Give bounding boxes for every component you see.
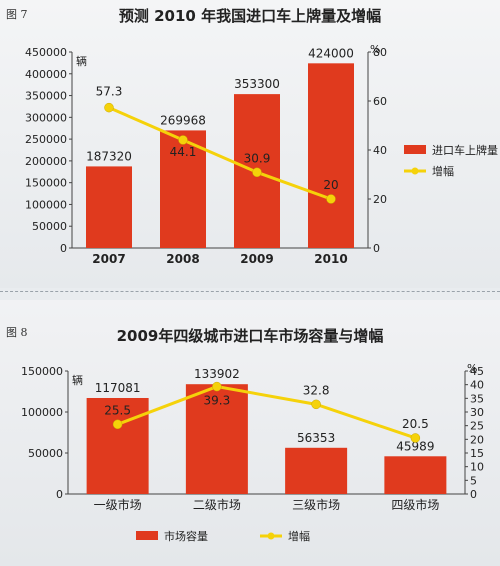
y-tick-label: 100000 [21, 406, 63, 419]
chart-panel-1: 图 7 预测 2010 年我国进口车上牌量及增幅 0 50000 100000 150… [0, 0, 500, 288]
y2-tick-label: 5 [470, 474, 477, 487]
growth-value-label: 20 [323, 178, 338, 192]
y2-tick-label: 40 [470, 379, 484, 392]
x-tick-label: 一级市场 [94, 497, 142, 512]
x-tick-label: 2009 [240, 252, 273, 266]
y2-tick-label: 80 [373, 46, 387, 59]
growth-point [311, 399, 321, 410]
x-tick-label: 2010 [314, 252, 347, 266]
x-tick-label: 二级市场 [193, 497, 241, 512]
y-tick-label: 200000 [25, 155, 67, 168]
bar-value-label: 133902 [194, 367, 240, 381]
y-tick-label: 0 [56, 488, 63, 501]
y2-tick-label: 40 [373, 144, 387, 157]
y2-tick-label: 0 [470, 488, 477, 501]
y-tick-label: 400000 [25, 68, 67, 81]
growth-point [326, 194, 336, 204]
growth-value-label: 32.8 [303, 383, 330, 397]
y-tick-label: 150000 [21, 365, 63, 378]
y2-tick-label: 15 [470, 447, 484, 460]
legend-label: 增幅 [432, 164, 454, 178]
chart-title: 2009年四级城市进口车市场容量与增幅 [116, 327, 384, 345]
growth-value-label: 44.1 [170, 145, 197, 159]
chart-2-plot: 050000100000150000051015202530354045辆%11… [21, 362, 484, 543]
growth-value-label: 39.3 [204, 394, 231, 408]
growth-point [212, 381, 222, 392]
y-tick-label: 50000 [32, 220, 67, 233]
y-tick-label: 50000 [28, 447, 63, 460]
growth-point [410, 433, 421, 443]
bar-value-label: 353300 [234, 77, 280, 91]
y2-tick-label: 45 [470, 365, 484, 378]
bar [285, 447, 348, 494]
growth-point [178, 135, 188, 145]
bar [160, 130, 206, 248]
growth-point [104, 102, 114, 113]
legend-swatch-point [411, 167, 419, 175]
y-tick-label: 300000 [25, 111, 67, 124]
y-tick-label: 450000 [25, 46, 67, 59]
bar [185, 384, 248, 494]
y2-tick-label: 0 [373, 242, 380, 255]
bar-value-label: 45989 [396, 439, 434, 453]
bar-value-label: 269968 [160, 113, 206, 127]
x-tick-label: 2007 [92, 252, 125, 266]
y2-unit-label: % [467, 362, 477, 375]
x-tick-label: 2008 [166, 252, 199, 266]
y-unit-label: 辆 [76, 54, 87, 68]
bar [308, 63, 354, 248]
y2-tick-label: 20 [470, 433, 484, 446]
x-tick-label: 四级市场 [391, 497, 439, 512]
growth-line [117, 385, 416, 440]
growth-point [112, 419, 123, 430]
growth-value-label: 20.5 [402, 417, 429, 431]
bar [86, 397, 149, 494]
bar-value-label: 117081 [95, 381, 141, 395]
legend-label: 进口车上牌量 [432, 143, 498, 157]
legend-swatch-bar [136, 531, 158, 540]
y-tick-label: 350000 [25, 90, 67, 103]
y2-tick-label: 30 [470, 406, 484, 419]
chart-panel-2: 图 8 2009年四级城市进口车市场容量与增幅 0 50000 100000 1500… [0, 300, 500, 566]
bar-value-label: 187320 [86, 149, 132, 163]
bar [384, 456, 447, 494]
y2-tick-label: 25 [470, 420, 484, 433]
growth-value-label: 30.9 [244, 151, 271, 165]
chart-1-plot: 0 50000 100000 150000 200000 250000 300000 3500… [25, 43, 498, 266]
legend-label: 市场容量 [164, 529, 208, 543]
chart-title: 预测 2010 年我国进口车上牌量及增幅 [118, 7, 382, 25]
bar-value-label: 56353 [297, 431, 335, 445]
growth-value-label: 57.3 [96, 85, 123, 99]
bar [86, 166, 132, 248]
y-tick-label: 100000 [25, 198, 67, 211]
y2-tick-label: 35 [470, 392, 484, 405]
divider [0, 291, 500, 292]
growth-point [252, 167, 262, 178]
y2-tick-label: 60 [373, 95, 387, 108]
figure-label: 图 8 [6, 326, 28, 339]
y-tick-label: 0 [60, 242, 67, 255]
growth-line [108, 106, 332, 201]
y2-tick-label: 20 [373, 193, 387, 206]
legend-swatch-bar [404, 145, 426, 154]
legend-swatch-point [267, 532, 275, 540]
y-tick-label: 250000 [25, 133, 67, 146]
legend-label: 增幅 [288, 529, 310, 543]
bar-value-label: 424000 [308, 46, 354, 60]
y2-tick-label: 10 [470, 461, 484, 474]
y-unit-label: 辆 [72, 373, 83, 387]
x-tick-label: 三级市场 [292, 497, 340, 512]
growth-value-label: 25.5 [104, 403, 131, 417]
y-tick-label: 150000 [25, 177, 67, 190]
figure-label: 图 7 [6, 8, 28, 21]
y2-unit-label: % [370, 43, 380, 56]
